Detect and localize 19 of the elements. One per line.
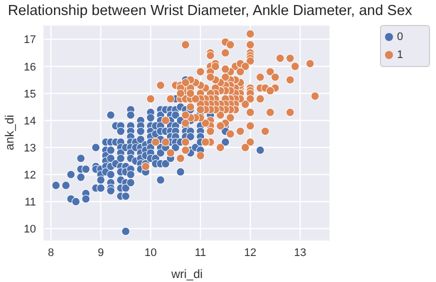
y-tick-label: 10 <box>24 224 36 236</box>
x-tick-label: 8 <box>48 246 54 259</box>
x-tick-label: 10 <box>144 246 157 259</box>
y-tick-label: 15 <box>24 88 36 100</box>
legend-label: 0 <box>397 31 404 43</box>
y-tick-label: 13 <box>24 142 36 154</box>
y-axis-title: ank_di <box>2 114 16 150</box>
chart-title: Relationship between Wrist Diameter, Ankle Diameter, and Sex <box>6 3 414 19</box>
x-tick-label: 11 <box>194 246 206 259</box>
y-tick-label: 16 <box>24 61 36 74</box>
y-tick-label: 12 <box>24 169 36 182</box>
x-tick-label: 9 <box>98 246 104 259</box>
x-tick-label: 13 <box>294 246 306 259</box>
y-tick-label: 17 <box>24 34 36 46</box>
y-tick-label: 11 <box>24 196 36 208</box>
y-tick-label: 14 <box>24 115 36 128</box>
x-tick-label: 12 <box>244 246 256 259</box>
x-axis-title: wri_di <box>170 267 203 281</box>
legend-label: 1 <box>397 49 404 61</box>
